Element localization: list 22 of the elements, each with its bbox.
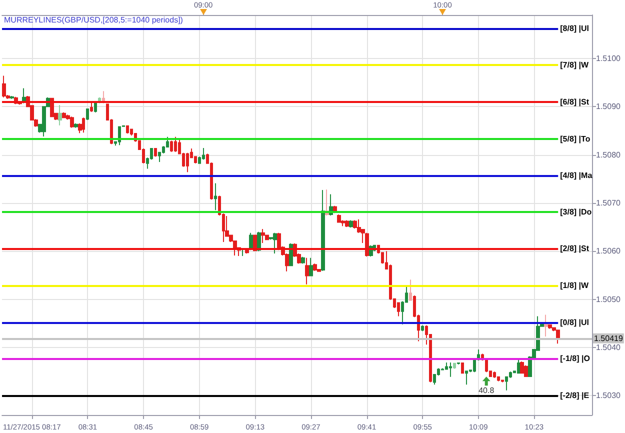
- y-tick-label: 1.5050: [596, 294, 622, 304]
- ref-line-label: [7/8] |W: [560, 60, 590, 70]
- y-tick-label: 1.5080: [596, 150, 622, 160]
- ref-line-label: [0/8] |Ul: [560, 318, 590, 327]
- annotation: 40.8: [478, 386, 495, 396]
- ref-line-label: [5/8] |To: [560, 134, 590, 144]
- chart-title: MURREYLINES(GBP/USD,[208,5:=1040 periods]): [4, 16, 184, 24]
- y-tick-label: 1.5100: [596, 54, 622, 63]
- y-tick-label: 1.5090: [596, 102, 622, 112]
- ref-line-label: [3/8] |Do: [560, 208, 592, 217]
- ref-line-label: [-2/8] |E: [560, 391, 590, 400]
- ref-line-label: [4/8] |Ma: [560, 170, 593, 180]
- ref-line-label: 1.50419: [594, 334, 624, 343]
- ref-line-label: [8/8] |Ul: [560, 24, 590, 33]
- ref-line-label: [1/8] |W: [560, 280, 590, 290]
- y-tick-label: 1.5040: [596, 343, 622, 352]
- ref-line-label: [6/8] |St: [560, 98, 590, 107]
- y-tick-label: 1.5070: [596, 198, 622, 208]
- ref-line-label: [2/8] |St: [560, 244, 590, 254]
- y-tick-label: 1.5060: [596, 246, 622, 256]
- y-tick-label: 1.5030: [596, 391, 622, 400]
- ref-line-label: [-1/8] |O: [560, 354, 590, 364]
